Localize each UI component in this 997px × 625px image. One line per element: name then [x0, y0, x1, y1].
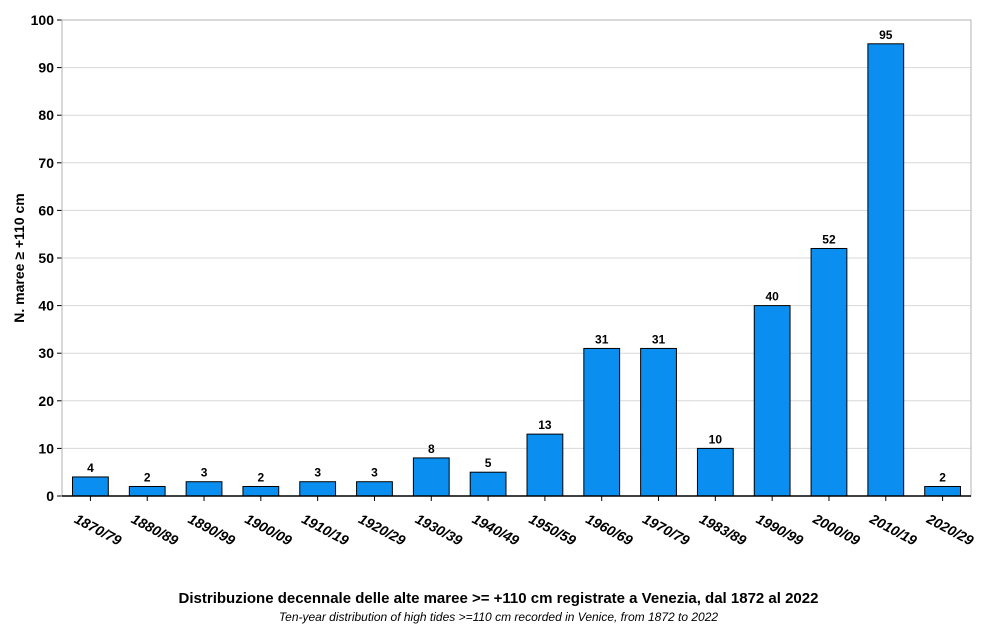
data-label: 95 — [879, 28, 893, 42]
x-tick-label: 1960/69 — [583, 511, 635, 549]
x-tick-label: 1880/89 — [129, 511, 181, 549]
bar — [924, 485, 961, 497]
x-tick-label: 2010/19 — [866, 510, 919, 548]
y-tick-label: 100 — [31, 12, 55, 28]
bar — [526, 433, 564, 497]
bar — [583, 347, 621, 497]
y-tick-label: 0 — [46, 488, 54, 504]
bar — [356, 481, 393, 497]
data-label: 3 — [201, 466, 208, 480]
data-label: 13 — [538, 418, 552, 432]
bar — [128, 485, 166, 497]
y-tick-label: 50 — [38, 250, 54, 266]
x-tick-label: 1900/09 — [242, 511, 294, 549]
bar — [185, 481, 223, 497]
data-label: 40 — [765, 290, 779, 304]
data-label: 2 — [939, 470, 946, 484]
chart-title: Distribuzione decennale delle alte maree… — [178, 590, 819, 607]
y-tick-label: 60 — [38, 202, 54, 218]
x-axis-ticks: 1870/79 1880/89 1890/99 1900/09 1910/19 1920/… — [72, 496, 977, 549]
y-tick-label: 30 — [38, 345, 54, 361]
data-label: 31 — [652, 332, 666, 346]
chart-subtitle: Ten-year distribution of high tides >=11… — [278, 610, 719, 624]
x-tick-label: 1870/79 — [72, 511, 124, 549]
x-tick-label: 1970/79 — [640, 511, 692, 549]
data-label: 8 — [428, 442, 435, 456]
x-tick-label: 1930/39 — [413, 511, 465, 549]
x-tick-label: 1890/99 — [186, 511, 238, 549]
x-tick-label: 1983/89 — [697, 511, 749, 549]
y-tick-label: 10 — [38, 440, 54, 456]
y-tick-label: 20 — [38, 393, 54, 409]
data-label: 4 — [87, 461, 94, 475]
x-tick-label: 1910/19 — [299, 511, 351, 549]
y-tick-label: 70 — [38, 155, 54, 171]
y-tick-label: 40 — [38, 298, 54, 314]
data-label: 52 — [822, 232, 836, 246]
data-label: 2 — [258, 470, 265, 484]
data-label: 10 — [709, 432, 723, 446]
bar — [469, 471, 507, 497]
bar — [753, 305, 791, 497]
bars — [72, 43, 961, 497]
data-label: 5 — [485, 456, 492, 470]
x-tick-label: 2020/29 — [923, 510, 976, 548]
x-tick-label: 1950/59 — [526, 511, 578, 549]
y-tick-label: 90 — [38, 60, 54, 76]
data-label: 3 — [314, 466, 321, 480]
x-tick-label: 1940/49 — [470, 511, 522, 549]
data-label: 2 — [144, 470, 151, 484]
bar — [412, 457, 450, 497]
x-tick-label: 1920/29 — [356, 511, 408, 549]
data-label: 3 — [371, 466, 378, 480]
y-axis-label: N. maree ≥ +110 cm — [11, 193, 27, 323]
bar — [867, 43, 905, 497]
bar — [242, 485, 280, 497]
y-axis-ticks: 0 10 20 30 40 50 60 70 80 90 100 — [31, 12, 62, 504]
bar — [810, 247, 848, 497]
data-label: 31 — [595, 332, 609, 346]
bar — [299, 481, 337, 497]
data-labels: 4 2 3 2 3 3 8 5 13 31 31 10 40 52 95 2 — [87, 28, 946, 485]
bar — [72, 476, 109, 497]
bar — [696, 447, 734, 497]
x-tick-label: 2000/09 — [810, 510, 863, 548]
y-tick-label: 80 — [38, 107, 54, 123]
bar — [640, 347, 677, 497]
x-tick-label: 1990/99 — [754, 511, 806, 549]
